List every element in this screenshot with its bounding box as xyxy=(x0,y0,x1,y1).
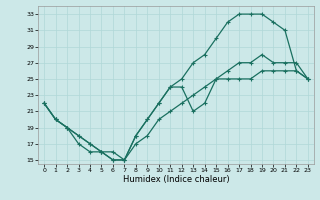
X-axis label: Humidex (Indice chaleur): Humidex (Indice chaleur) xyxy=(123,175,229,184)
